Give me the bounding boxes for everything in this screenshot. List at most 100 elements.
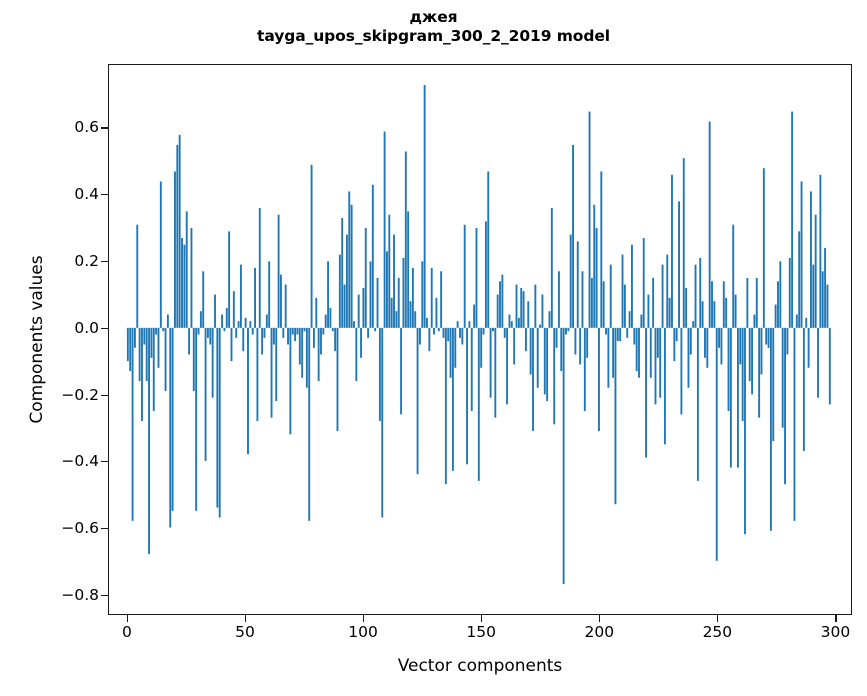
bar (506, 327, 509, 405)
bar (828, 327, 831, 405)
bar (619, 327, 622, 342)
bar (534, 284, 537, 328)
bar (202, 271, 205, 328)
bar (727, 327, 730, 412)
bar (148, 327, 150, 555)
bar (393, 234, 395, 328)
x-tick-mark (835, 615, 837, 622)
bar (487, 171, 490, 328)
bar (557, 271, 560, 328)
x-tick-label: 50 (235, 623, 255, 641)
bar (360, 327, 362, 358)
bar (609, 264, 612, 328)
bar (426, 317, 428, 328)
bar (579, 327, 582, 365)
y-tick-mark (101, 194, 108, 196)
bar (310, 164, 313, 328)
bar (598, 327, 600, 431)
bar (496, 294, 499, 328)
bar (605, 327, 607, 335)
y-axis-tick-labels: 0.6 0.4 0.2 0.0 −0.2 −0.4 −0.6 −0.8 (0, 0, 99, 696)
bar (350, 204, 353, 328)
bar (289, 327, 292, 435)
bar (374, 327, 377, 332)
y-tick-mark (101, 394, 108, 396)
bar (327, 261, 330, 328)
bar (280, 274, 282, 328)
bar (192, 327, 195, 392)
bar (821, 271, 824, 328)
bar (793, 327, 796, 521)
y-tick-label: 0.2 (74, 252, 99, 271)
bar (685, 287, 688, 328)
bar (765, 327, 768, 345)
bar (404, 151, 407, 328)
bar (348, 191, 351, 328)
bar (470, 327, 473, 412)
bar (635, 327, 638, 372)
bar (553, 327, 556, 425)
bar (166, 314, 169, 328)
bar (583, 327, 586, 412)
bar (275, 327, 278, 402)
bar (418, 327, 421, 345)
bar (565, 327, 567, 335)
x-tick-label: 100 (348, 623, 378, 641)
bar (814, 214, 817, 328)
y-tick-mark (101, 127, 108, 129)
bar (769, 327, 772, 531)
bar (195, 327, 198, 511)
bar (812, 264, 815, 328)
bar (628, 311, 631, 328)
bar (150, 327, 153, 358)
bar (284, 284, 287, 328)
bar (362, 287, 365, 328)
bar (237, 321, 240, 328)
chart-title-line-1: джея (409, 8, 458, 26)
bar (230, 327, 233, 362)
bar (223, 327, 226, 332)
bar (444, 327, 447, 485)
y-tick-mark (101, 261, 108, 263)
bar (303, 327, 306, 332)
x-tick-label: 200 (584, 623, 615, 641)
bar (668, 297, 671, 328)
bar (371, 184, 374, 328)
bar (590, 277, 593, 328)
bar (539, 324, 542, 328)
y-tick-label: 0.6 (74, 118, 99, 137)
bar (572, 144, 574, 328)
bar (254, 267, 256, 328)
y-tick-label: −0.4 (61, 452, 99, 471)
bar (141, 327, 143, 422)
bar (633, 327, 636, 345)
bar (656, 327, 659, 358)
bar (645, 327, 648, 458)
bar (312, 327, 315, 348)
x-tick-label: 0 (121, 623, 132, 641)
x-tick-mark (126, 615, 128, 622)
bar (390, 297, 393, 328)
bar (755, 277, 758, 328)
bar (353, 321, 355, 328)
bar (595, 228, 598, 328)
bar (228, 231, 231, 328)
bar (586, 327, 589, 358)
bar (376, 277, 379, 328)
bar (468, 321, 471, 328)
bar (214, 294, 216, 328)
bar (800, 181, 803, 328)
bar (560, 327, 563, 372)
bar (459, 327, 461, 338)
bar (430, 267, 433, 328)
bar (791, 111, 794, 328)
bar (143, 327, 146, 345)
bar (781, 327, 784, 428)
y-tick-label: 0.0 (74, 318, 99, 337)
bar (294, 327, 297, 342)
bar (244, 317, 247, 328)
bar (654, 327, 657, 405)
y-tick-mark (101, 327, 108, 329)
bar (305, 327, 308, 388)
bar (725, 297, 728, 328)
